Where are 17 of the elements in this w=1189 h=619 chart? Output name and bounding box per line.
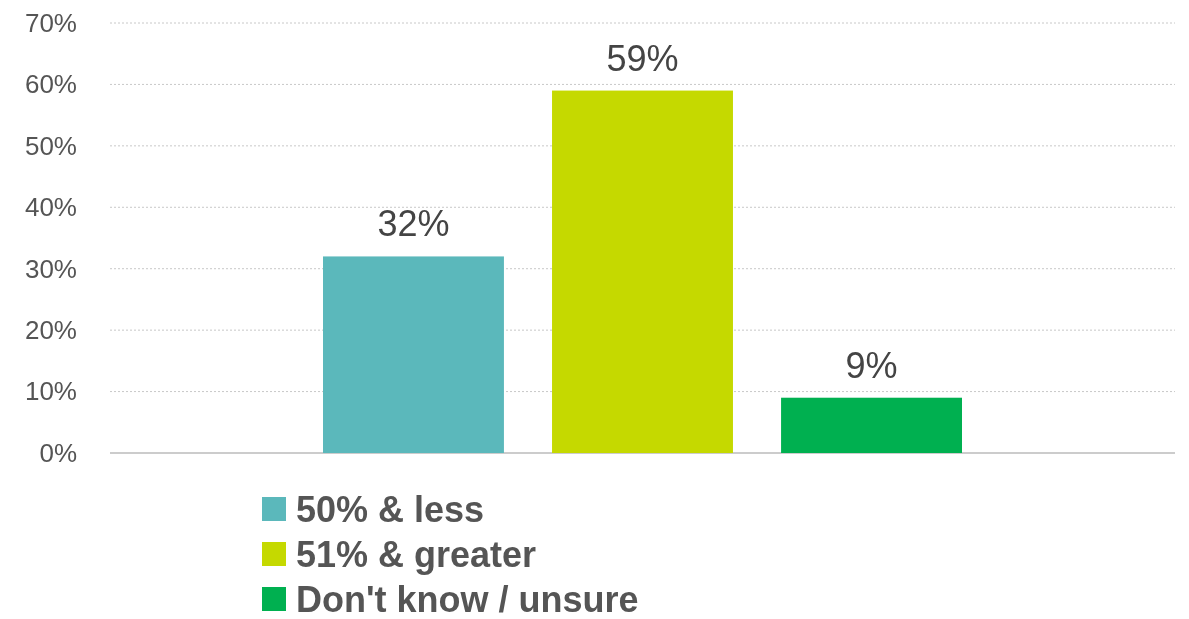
y-tick-label: 10% xyxy=(24,376,77,407)
y-tick-label: 20% xyxy=(24,314,77,345)
y-tick-label: 0% xyxy=(39,437,77,468)
y-tick-label: 30% xyxy=(24,253,77,284)
data-label: 59% xyxy=(606,37,679,79)
bar xyxy=(781,397,962,453)
bar xyxy=(323,256,504,453)
y-tick-label: 60% xyxy=(24,69,77,100)
legend-label: Don't know / unsure xyxy=(296,579,639,619)
legend-label: 50% & less xyxy=(296,489,485,530)
y-tick-label: 50% xyxy=(24,130,77,161)
data-label: 9% xyxy=(845,344,898,386)
bar xyxy=(552,90,733,453)
y-tick-label: 40% xyxy=(24,192,77,223)
legend-label: 51% & greater xyxy=(296,534,537,575)
y-tick-label: 70% xyxy=(24,7,77,38)
data-label: 32% xyxy=(377,203,450,245)
